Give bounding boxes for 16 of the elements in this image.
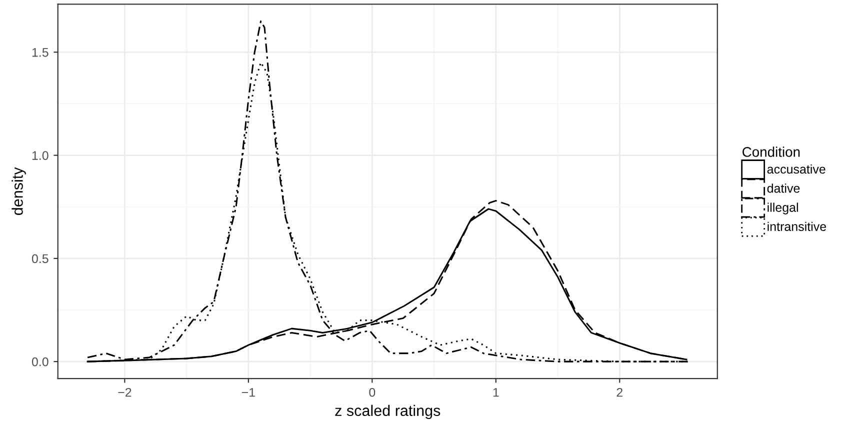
- x-tick-label: 1: [493, 388, 499, 397]
- legend-label: intransitive: [768, 222, 826, 232]
- x-tick-label: −2: [118, 388, 132, 397]
- y-tick-label: 0.0: [32, 357, 48, 366]
- legend-label: dative: [767, 184, 800, 193]
- y-tick-label: 0.5: [32, 254, 48, 264]
- x-tick-label: 2: [616, 388, 622, 397]
- legend-label: illegal: [768, 202, 798, 214]
- y-tick-label: 1.5: [32, 48, 48, 57]
- y-axis-title: density: [12, 167, 26, 215]
- x-tick-label: −1: [242, 388, 255, 397]
- y-tick-label: 1.0: [32, 151, 48, 160]
- x-tick-label: 0: [369, 388, 376, 397]
- x-axis-title: z scaled ratings: [335, 404, 440, 420]
- legend-title: Condition: [742, 146, 800, 157]
- legend-label: accusative: [767, 164, 826, 174]
